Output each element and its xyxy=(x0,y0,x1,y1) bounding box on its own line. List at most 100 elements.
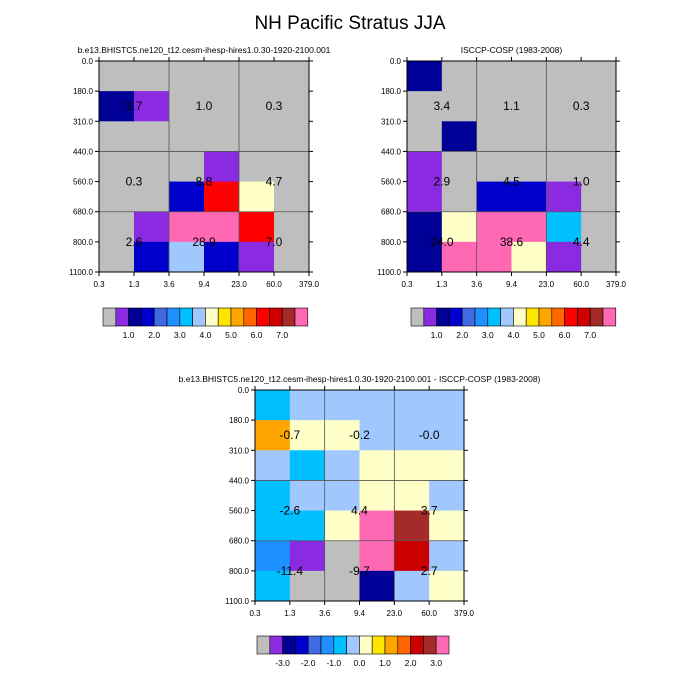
colorbar-label: 1.0 xyxy=(123,330,135,340)
heatmap-cell xyxy=(239,241,275,273)
colorbar-box xyxy=(346,635,360,655)
heatmap-cell xyxy=(441,241,478,273)
heatmap-cell xyxy=(204,211,240,243)
x-tick-label: 3.6 xyxy=(471,280,483,289)
heatmap-cell xyxy=(134,91,170,122)
colorbar-label: 1.0 xyxy=(379,658,391,668)
heatmap-cell xyxy=(546,181,582,213)
x-tick-label: 23.0 xyxy=(387,609,403,618)
x-tick-label: 1.3 xyxy=(436,280,448,289)
heatmap-cell xyxy=(407,121,443,152)
panel-subtitle: b.e13.BHISTC5.ne120_t12.cesm-ihesp-hires… xyxy=(78,45,331,55)
heatmap-cell xyxy=(476,181,512,213)
heatmap-cell xyxy=(546,151,582,182)
panel-obs: ISCCP-COSP (1983-2008) 0.3 1.3 3.6 9.4 23.0 60… xyxy=(377,45,626,289)
x-tick-label: 9.4 xyxy=(198,280,210,289)
heatmap-cell xyxy=(324,540,360,572)
heatmap-cell xyxy=(239,211,275,243)
heatmap-cell xyxy=(274,211,310,243)
heatmap-cell xyxy=(134,211,170,243)
heatmap-cell xyxy=(99,181,135,213)
colorbar-box xyxy=(294,307,309,327)
colorbar-box xyxy=(449,307,463,327)
cell-value-label: -0.7 xyxy=(279,428,300,442)
cell-value-label: 3.7 xyxy=(126,99,143,113)
heatmap-cell xyxy=(407,61,443,92)
colorbar-label: 4.0 xyxy=(199,330,211,340)
heatmap-cell xyxy=(394,510,430,542)
heatmap-cell xyxy=(289,510,326,542)
x-tick-label: 60.0 xyxy=(421,609,437,618)
colorbar-box xyxy=(577,307,591,327)
panels: b.e13.BHISTC5.ne120_t12.cesm-ihesp-hires… xyxy=(69,45,626,618)
heatmap-cell xyxy=(441,151,478,182)
x-tick-label: 0.3 xyxy=(249,609,261,618)
x-tick-label: 23.0 xyxy=(231,280,247,289)
colorbar-box xyxy=(423,307,437,327)
cell-value-label: 2.9 xyxy=(433,175,450,189)
cell-value-label: 0.3 xyxy=(573,99,590,113)
colorbar-box xyxy=(230,307,245,327)
cell-value-label: 3.7 xyxy=(421,504,438,518)
heatmap-cell xyxy=(169,91,205,122)
heatmap-cell xyxy=(546,211,582,243)
colorbar-box xyxy=(384,635,399,655)
colorbar-box xyxy=(538,307,553,327)
heatmap-cell xyxy=(99,121,135,152)
heatmap-cell xyxy=(394,540,430,572)
heatmap-cell xyxy=(99,61,135,92)
y-tick-label: 440.0 xyxy=(73,147,94,156)
y-tick-label: 180.0 xyxy=(229,416,250,425)
colorbars: 1.0 2.0 3.0 4.0 5.0 6.0 7.0 1.0 2.0 3.0 4.0 5.0 6.0 7… xyxy=(102,307,617,668)
x-tick-label: 3.6 xyxy=(163,280,175,289)
heatmap-cell xyxy=(204,91,240,122)
cell-value-label: 4.5 xyxy=(503,175,520,189)
colorbar-label: 2.0 xyxy=(148,330,160,340)
colorbar-label: 1.0 xyxy=(431,330,443,340)
heatmap-cell xyxy=(289,390,326,421)
chart-title: NH Pacific Stratus JJA xyxy=(254,13,445,34)
colorbar-box xyxy=(281,307,296,327)
heatmap-cell xyxy=(255,420,291,451)
y-tick-label: 310.0 xyxy=(73,117,94,126)
cell-value-label: -9.7 xyxy=(349,564,370,578)
cell-value-label: 8.8 xyxy=(196,175,213,189)
heatmap-cell xyxy=(99,151,135,182)
colorbar-box xyxy=(487,307,501,327)
heatmap-cell xyxy=(289,540,326,572)
heatmap-cell xyxy=(407,211,443,243)
heatmap-cell xyxy=(134,61,170,92)
colorbar-box xyxy=(256,307,270,327)
heatmap-cell xyxy=(134,181,170,213)
heatmap-cell xyxy=(546,91,582,122)
y-tick-label: 800.0 xyxy=(229,567,250,576)
y-tick-label: 1100.0 xyxy=(225,597,249,606)
heatmap-cell xyxy=(581,181,617,213)
colorbar-box xyxy=(269,635,283,655)
cell-value-label: 2.6 xyxy=(126,235,143,249)
colorbar-box xyxy=(166,307,181,327)
colorbar-label: 2.0 xyxy=(456,330,468,340)
cell-value-label: -0.0 xyxy=(419,428,440,442)
heatmap-cell xyxy=(476,121,512,152)
heatmap-cell xyxy=(476,151,512,182)
colorbar-box xyxy=(359,635,373,655)
colorbar-box xyxy=(179,307,193,327)
colorbar-box xyxy=(461,307,476,327)
heatmap-cell xyxy=(546,121,582,152)
colorbar-box xyxy=(243,307,257,327)
panel-subtitle: ISCCP-COSP (1983-2008) xyxy=(461,45,563,55)
y-tick-label: 180.0 xyxy=(381,87,402,96)
y-tick-label: 310.0 xyxy=(381,117,402,126)
y-tick-label: 800.0 xyxy=(73,238,94,247)
colorbar-box xyxy=(564,307,578,327)
heatmap-cell xyxy=(581,121,617,152)
heatmap-cell xyxy=(546,61,582,92)
heatmap-cell xyxy=(169,151,205,182)
cell-value-label: 28.9 xyxy=(192,235,216,249)
x-tick-label: 379.0 xyxy=(299,280,320,289)
heatmap-cell xyxy=(99,241,135,273)
heatmap-cell xyxy=(239,91,275,122)
heatmap-cell xyxy=(255,570,291,602)
colorbar-label: 7.0 xyxy=(584,330,596,340)
